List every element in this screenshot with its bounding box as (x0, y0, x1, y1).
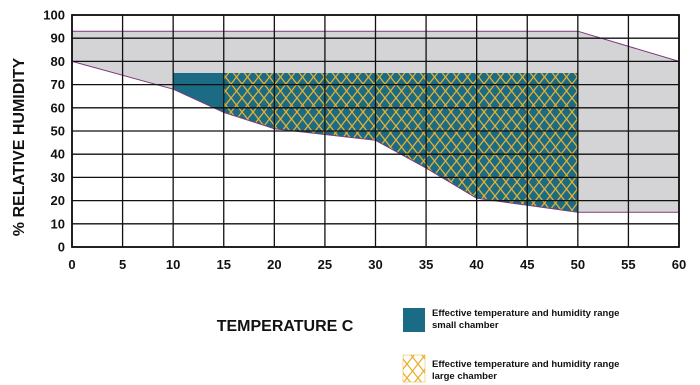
x-tick-label-10: 10 (166, 257, 180, 272)
y-tick-label-90: 90 (51, 31, 65, 46)
y-tick-label-20: 20 (51, 193, 65, 208)
x-tick-label-5: 5 (119, 257, 126, 272)
y-tick-label-70: 70 (51, 77, 65, 92)
y-tick-label-10: 10 (51, 216, 65, 231)
x-tick-label-55: 55 (621, 257, 635, 272)
y-tick-label-0: 0 (58, 240, 65, 255)
x-tick-label-60: 60 (672, 257, 686, 272)
x-axis-title: TEMPERATURE C (217, 318, 354, 335)
plot-frame (71, 14, 680, 248)
legend-small-line2: small chamber (432, 320, 499, 331)
y-tick-label-50: 50 (51, 124, 65, 139)
y-axis-title: % RELATIVE HUMIDITY (11, 57, 28, 236)
x-tick-label-15: 15 (217, 257, 231, 272)
y-tick-label-40: 40 (51, 147, 65, 162)
legend-swatch-large-chamber (402, 354, 426, 383)
grid-layer (71, 14, 680, 248)
region-large-chamber (223, 73, 578, 213)
x-tick-labels: 0 5 10 15 20 25 30 35 40 45 50 55 60 (68, 257, 686, 272)
x-tick-label-45: 45 (520, 257, 534, 272)
y-tick-label-100: 100 (43, 8, 65, 23)
y-tick-label-80: 80 (51, 54, 65, 69)
y-tick-labels: 0 10 20 30 40 50 60 70 80 90 100 (43, 8, 65, 255)
y-tick-label-60: 60 (51, 100, 65, 115)
x-tick-label-20: 20 (267, 257, 281, 272)
legend-swatch-small-chamber (403, 308, 425, 332)
x-tick-label-30: 30 (368, 257, 382, 272)
y-tick-label-30: 30 (51, 170, 65, 185)
legend-large-line2: large chamber (432, 371, 497, 382)
x-tick-label-40: 40 (469, 257, 483, 272)
legend-large-line1: Effective temperature and humidity range (432, 359, 619, 370)
x-tick-label-35: 35 (419, 257, 433, 272)
x-tick-label-25: 25 (318, 257, 332, 272)
legend: Effective temperature and humidity range… (402, 308, 619, 383)
x-tick-label-50: 50 (571, 257, 585, 272)
x-tick-label-0: 0 (68, 257, 75, 272)
legend-small-line1: Effective temperature and humidity range (432, 308, 619, 319)
